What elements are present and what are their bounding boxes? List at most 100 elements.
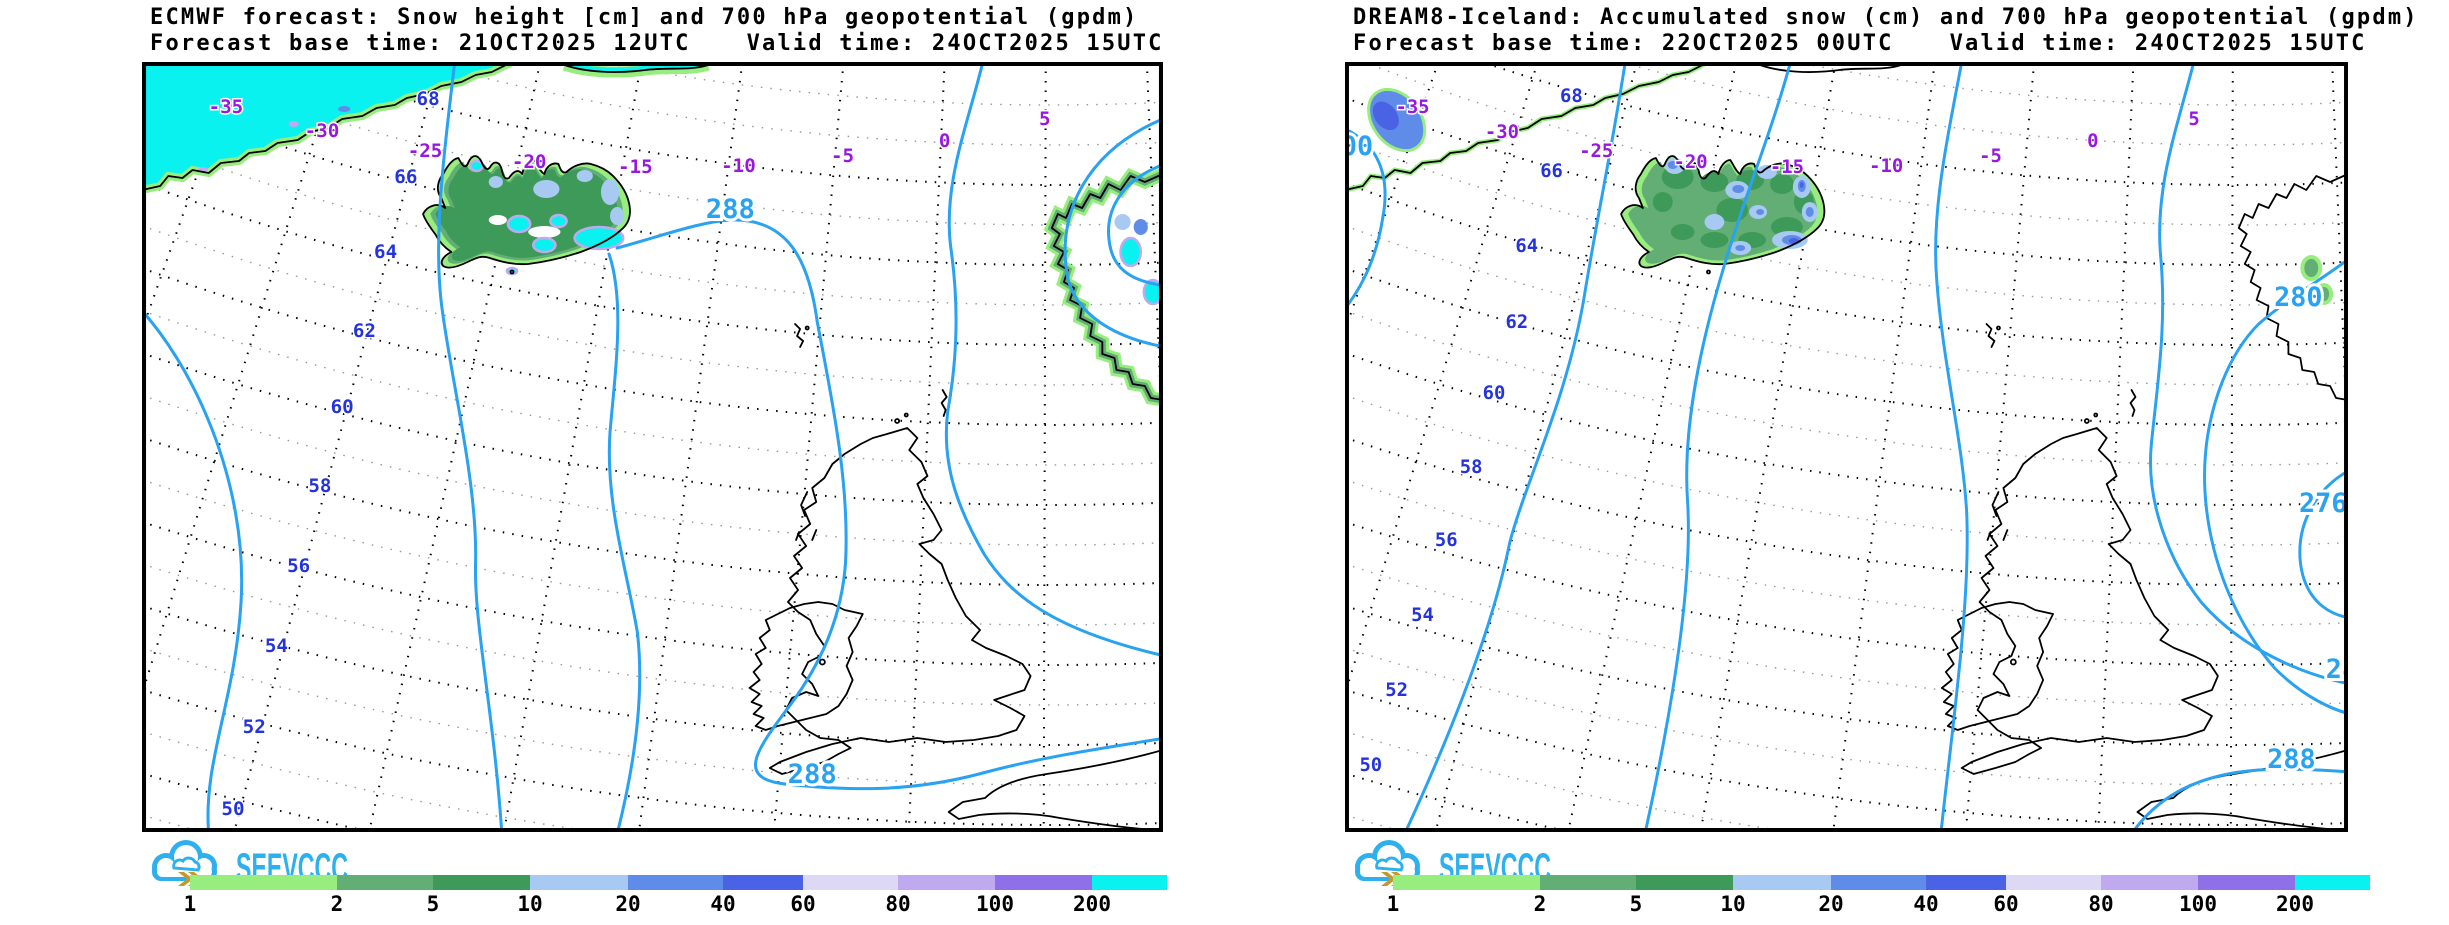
latitude-label: 50 [221, 797, 244, 820]
colorbar-tick-label: 40 [1913, 892, 1939, 916]
right-title-line2: Forecast base time: 22OCT2025 00UTC Valid… [1353, 31, 2419, 57]
graticule [1345, 62, 2348, 832]
latitude-label: 60 [1483, 382, 1506, 404]
longitude-label: 0 [2087, 130, 2098, 152]
longitude-label: -35 [209, 95, 244, 118]
colorbar-segment [2006, 875, 2101, 890]
colorbar-segment [2198, 875, 2295, 890]
latitude-label: 54 [1411, 604, 1434, 626]
left-title-line1: ECMWF forecast: Snow height [cm] and 700… [150, 5, 1139, 30]
colorbar-segment [1831, 875, 1926, 890]
colorbar-segment [803, 875, 898, 890]
colorbar-segment [1636, 875, 1733, 890]
longitude-label: -30 [1485, 121, 1519, 143]
colorbar-tick-label: 200 [2276, 892, 2314, 916]
contour-label: 300 [1345, 131, 1373, 162]
right-base-time: Forecast base time: 22OCT2025 00UTC [1353, 31, 1894, 56]
colorbar-tick-label: 5 [426, 892, 440, 916]
latitude-label: 68 [417, 87, 440, 110]
left-valid-time: Valid time: 24OCT2025 15UTC [746, 31, 1164, 56]
contour-label: 288 [2267, 744, 2315, 775]
latitude-label: 52 [243, 715, 266, 738]
longitude-label: -15 [1770, 156, 1804, 178]
longitude-label: -35 [1395, 96, 1429, 118]
colorbar-segment [1733, 875, 1831, 890]
left-base-time: Forecast base time: 21OCT2025 12UTC [150, 31, 691, 56]
colorbar-segment [190, 875, 337, 890]
geopotential-contours [1345, 62, 2348, 832]
longitude-label: -25 [408, 139, 443, 162]
longitude-label: -5 [1979, 145, 2002, 167]
coastlines [1345, 62, 2348, 831]
longitude-label: -20 [1674, 151, 1708, 173]
left-title-line2: Forecast base time: 21OCT2025 12UTC Valid… [150, 31, 1164, 57]
latitude-label: 56 [287, 554, 310, 577]
contour-label: 276 [2299, 488, 2347, 519]
colorbar-tick-label: 200 [1073, 892, 1111, 916]
longitude-label: -10 [1869, 155, 1903, 177]
colorbar-tick-label: 2 [1533, 892, 1547, 916]
colorbar-tick-label: 10 [517, 892, 543, 916]
latitude-label: 58 [308, 474, 331, 497]
longitude-label: -15 [618, 155, 653, 178]
colorbar-segment [723, 875, 803, 890]
colorbar-segment [2101, 875, 2198, 890]
colorbar-segment [1092, 875, 1167, 890]
colorbar-tick-label: 100 [2179, 892, 2217, 916]
contour-label: 284 [2326, 654, 2348, 685]
latitude-label: 66 [394, 165, 417, 188]
longitude-label: -25 [1579, 140, 1613, 162]
contour-label: 288 [788, 759, 837, 790]
contour-label: 280 [2274, 282, 2322, 313]
inner-cloud-icon [172, 856, 201, 872]
colorbar-segment [530, 875, 628, 890]
right-panel-title: DREAM8-Iceland: Accumulated snow (cm) an… [1353, 5, 2419, 57]
latitude-label: 52 [1385, 679, 1408, 701]
colorbar-tick-label: 10 [1720, 892, 1746, 916]
latitude-label: 58 [1460, 456, 1483, 478]
seevccc-cloud-icon [152, 840, 217, 886]
latitude-label: 68 [1560, 85, 1583, 107]
colorbar-segment [1393, 875, 1540, 890]
colorbar-tick-label: 100 [976, 892, 1014, 916]
colorbar-tick-label: 40 [710, 892, 736, 916]
latitude-label: 54 [265, 634, 288, 657]
map-frame [142, 62, 1163, 832]
colorbar-segment [898, 875, 995, 890]
latitude-label: 60 [331, 395, 354, 418]
longitude-label: 5 [1039, 107, 1051, 130]
colorbar-tick-label: 20 [615, 892, 641, 916]
colorbar-segment [2295, 875, 2370, 890]
longitude-label: 5 [2188, 108, 2199, 130]
colorbar-segment [1926, 875, 2006, 890]
latitude-label: 62 [1505, 311, 1528, 333]
longitude-label: 0 [939, 129, 951, 152]
snow-colorbar: 1 2 5 10 20 40 60 80 100 200 [1387, 875, 2370, 921]
map-frame [1345, 62, 2348, 832]
latitude-label: 66 [1540, 160, 1563, 182]
snow-colorbar: 1 2 5 10 20 40 60 80 100 200 [184, 875, 1167, 921]
inner-cloud-icon [1375, 856, 1404, 872]
latitude-label: 62 [353, 319, 376, 342]
longitude-label: -20 [512, 150, 547, 173]
longitude-label: -5 [831, 144, 854, 167]
snow-shading-ecmwf [142, 62, 1163, 400]
colorbar-segment [337, 875, 433, 890]
colorbar-segment [433, 875, 530, 890]
latitude-label: 64 [374, 240, 397, 263]
colorbar-segment [995, 875, 1092, 890]
latitude-label: 64 [1515, 235, 1538, 257]
latitude-label: 56 [1435, 529, 1458, 551]
colorbar-tick-label: 5 [1629, 892, 1643, 916]
left-panel-title: ECMWF forecast: Snow height [cm] and 700… [150, 5, 1164, 57]
colorbar-tick-label: 2 [330, 892, 344, 916]
colorbar-tick-label: 1 [183, 892, 197, 916]
colorbar-tick-label: 20 [1818, 892, 1844, 916]
colorbar-tick-label: 60 [1993, 892, 2019, 916]
colorbar-tick-label: 60 [790, 892, 816, 916]
